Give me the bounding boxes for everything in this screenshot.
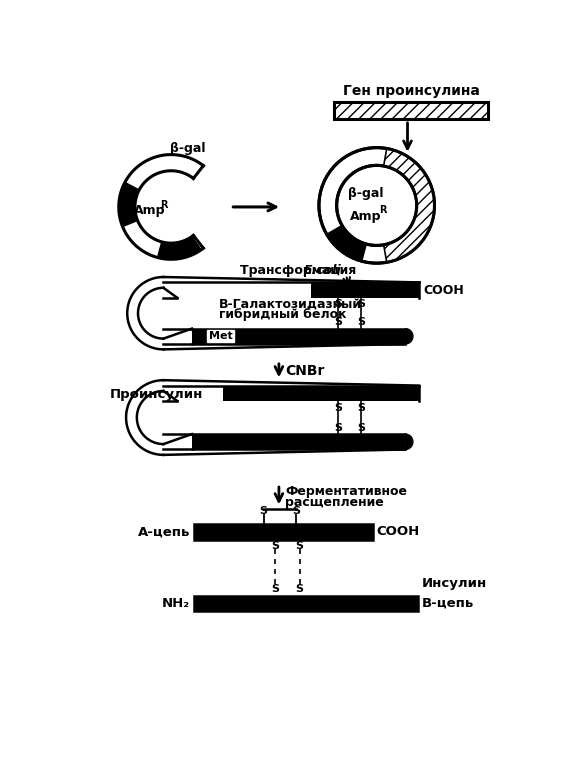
Polygon shape <box>127 277 163 350</box>
Polygon shape <box>119 155 203 259</box>
Text: Проинсулин: Проинсулин <box>109 389 203 402</box>
Circle shape <box>337 165 417 245</box>
Text: Met: Met <box>209 331 233 341</box>
Bar <box>194 596 418 611</box>
Text: В-Галактозидазный: В-Галактозидазный <box>219 297 362 310</box>
Bar <box>192 434 405 450</box>
Text: S: S <box>271 584 279 594</box>
Text: E.coli: E.coli <box>303 264 341 277</box>
Bar <box>311 283 419 298</box>
Text: S: S <box>259 507 267 517</box>
Polygon shape <box>405 434 413 450</box>
Bar <box>192 328 405 344</box>
Text: А-цепь: А-цепь <box>138 525 191 539</box>
Text: S: S <box>296 541 304 551</box>
Text: S: S <box>334 317 342 327</box>
Text: В-цепь: В-цепь <box>422 597 473 610</box>
Text: R: R <box>160 200 167 210</box>
Text: Amp: Amp <box>350 210 382 223</box>
Text: S: S <box>334 299 342 309</box>
Text: Ген проинсулина: Ген проинсулина <box>343 84 480 98</box>
Polygon shape <box>327 226 366 261</box>
Bar <box>194 524 373 539</box>
Text: S: S <box>357 423 365 433</box>
Text: Трансформация: Трансформация <box>241 264 361 277</box>
Text: S: S <box>271 541 279 551</box>
Text: S: S <box>357 317 365 327</box>
Polygon shape <box>119 182 139 226</box>
Text: COOH: COOH <box>424 283 464 296</box>
Text: COOH: COOH <box>377 525 420 539</box>
Circle shape <box>319 148 435 263</box>
Bar <box>178 283 311 298</box>
Text: S: S <box>357 402 365 412</box>
Polygon shape <box>126 380 163 455</box>
Text: NH₂: NH₂ <box>162 597 191 610</box>
Text: расщепление: расщепление <box>285 496 384 509</box>
Bar <box>224 386 419 401</box>
Text: β-gal: β-gal <box>170 142 206 155</box>
Text: S: S <box>334 402 342 412</box>
Text: β-gal: β-gal <box>348 187 384 200</box>
Bar <box>207 330 234 342</box>
Text: Ферментативное: Ферментативное <box>285 485 407 498</box>
Text: S: S <box>334 423 342 433</box>
Text: S: S <box>357 299 365 309</box>
Text: S: S <box>292 507 300 517</box>
Polygon shape <box>405 328 413 344</box>
Bar <box>335 102 488 119</box>
Text: R: R <box>379 205 386 215</box>
Text: гибридный белок: гибридный белок <box>219 309 347 322</box>
Polygon shape <box>158 236 201 259</box>
Bar <box>178 386 224 401</box>
Text: CNBr: CNBr <box>285 364 324 378</box>
Text: S: S <box>296 584 304 594</box>
Text: Инсулин: Инсулин <box>422 577 486 590</box>
Polygon shape <box>384 149 435 262</box>
Text: Amp: Amp <box>134 204 166 217</box>
